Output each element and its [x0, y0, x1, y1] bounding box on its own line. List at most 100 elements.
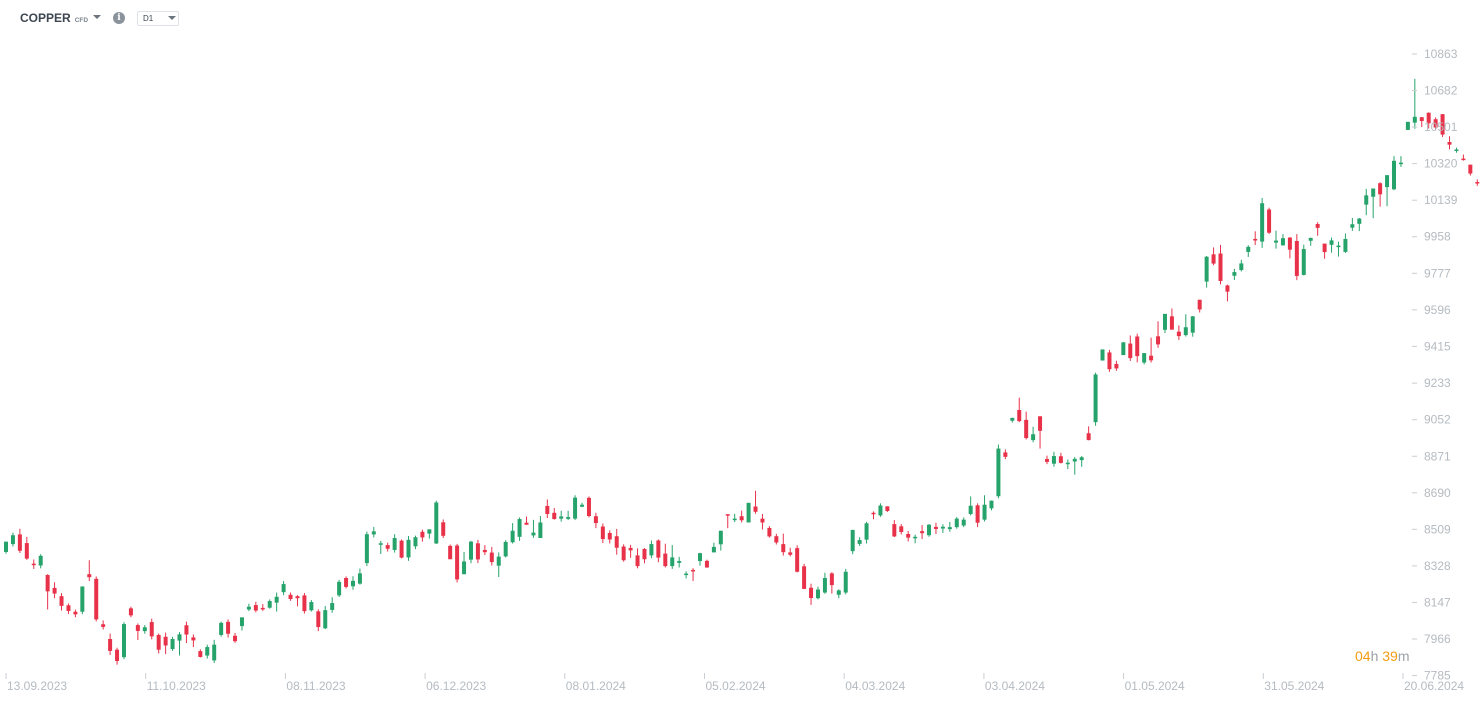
candle [1003, 449, 1008, 460]
y-tick-label: 9052 [1424, 413, 1451, 427]
candle [1058, 452, 1063, 464]
candle [135, 623, 140, 641]
candle-body [115, 649, 120, 662]
candle [489, 546, 494, 566]
candle [4, 541, 8, 554]
info-icon[interactable]: i [113, 12, 125, 24]
candle [1301, 244, 1306, 276]
candle-body [323, 610, 328, 629]
candle-body [128, 608, 133, 616]
x-tick-label: 01.05.2024 [1125, 679, 1185, 693]
y-tick-label: 9958 [1424, 230, 1451, 244]
candle [1343, 233, 1348, 253]
candle [815, 586, 820, 600]
candle [1086, 426, 1091, 441]
candle-body [149, 622, 154, 637]
candle-body [1378, 183, 1383, 195]
candle [975, 503, 980, 528]
candle [1031, 426, 1036, 443]
candle [566, 510, 571, 521]
x-tick-label: 20.06.2024 [1404, 679, 1464, 693]
y-tick-label: 10863 [1424, 47, 1458, 61]
y-tick-label: 10139 [1424, 193, 1458, 207]
price-axis: 10863 10682 10501 10320 10139 9958 9777 9596 941… [1412, 47, 1458, 683]
x-tick-label: 05.02.2024 [706, 679, 766, 693]
candle-body [212, 644, 217, 661]
symbol-selector[interactable]: COPPER CFD [20, 11, 88, 25]
candle-body [142, 627, 147, 632]
candle [968, 496, 973, 516]
candle-body [1454, 149, 1459, 152]
candle [559, 510, 564, 522]
candle-body [1197, 299, 1202, 310]
candle [1038, 416, 1043, 449]
candle [170, 636, 175, 651]
candle [996, 444, 1001, 499]
candle [1350, 217, 1355, 231]
y-tick-label: 9415 [1424, 339, 1451, 353]
candle-body [746, 502, 751, 523]
candle-body [496, 556, 501, 566]
candle [163, 632, 168, 655]
candle-body [1107, 352, 1112, 370]
candle [441, 519, 446, 539]
candle-body [739, 516, 744, 521]
candles-layer [4, 78, 1480, 665]
symbol-label[interactable]: COPPER [20, 11, 71, 25]
candle-body [281, 584, 286, 593]
candle-body [552, 512, 557, 520]
caret-down-icon[interactable] [93, 15, 101, 19]
candle-body [1121, 342, 1126, 356]
candle [392, 534, 397, 553]
candle [1371, 188, 1376, 219]
candle-body [288, 594, 293, 600]
candle-body [1343, 238, 1348, 252]
candle-body [177, 634, 182, 641]
candle-body [947, 527, 952, 530]
candle [101, 620, 106, 630]
candle [642, 548, 647, 564]
candle-body [982, 504, 987, 520]
candle [1072, 457, 1077, 475]
candle [1329, 237, 1334, 253]
candle [121, 622, 126, 660]
candle-body [10, 535, 15, 545]
candle [940, 524, 945, 533]
candle-body [260, 607, 265, 610]
candle [1225, 284, 1230, 302]
candle-body [239, 617, 244, 627]
candle [1267, 207, 1272, 234]
candle [1176, 325, 1181, 340]
candle [406, 536, 411, 561]
candle-body [954, 518, 959, 528]
candle [1239, 259, 1244, 272]
candle [1135, 333, 1140, 363]
timeframe-select[interactable]: D1 [137, 11, 179, 26]
candle [545, 499, 550, 519]
candle [829, 572, 834, 594]
candle [260, 604, 265, 611]
candle-body [809, 587, 814, 599]
candle [1211, 247, 1216, 266]
candle [1336, 241, 1341, 257]
candle-body [788, 552, 793, 555]
candle [330, 597, 335, 613]
candle-body [933, 526, 938, 529]
candle [337, 579, 342, 597]
candle [607, 530, 612, 544]
candle-body [1405, 121, 1410, 130]
candle [746, 502, 751, 523]
candle [1385, 175, 1390, 207]
candle [1204, 255, 1209, 288]
candle [1142, 353, 1147, 365]
candle [684, 571, 689, 579]
candle [198, 649, 203, 658]
candle-body [892, 524, 897, 537]
candle [656, 539, 661, 563]
candle [156, 633, 161, 654]
candle [462, 551, 467, 575]
candle [691, 568, 696, 582]
candle-body [1350, 224, 1355, 228]
candle [580, 502, 585, 508]
